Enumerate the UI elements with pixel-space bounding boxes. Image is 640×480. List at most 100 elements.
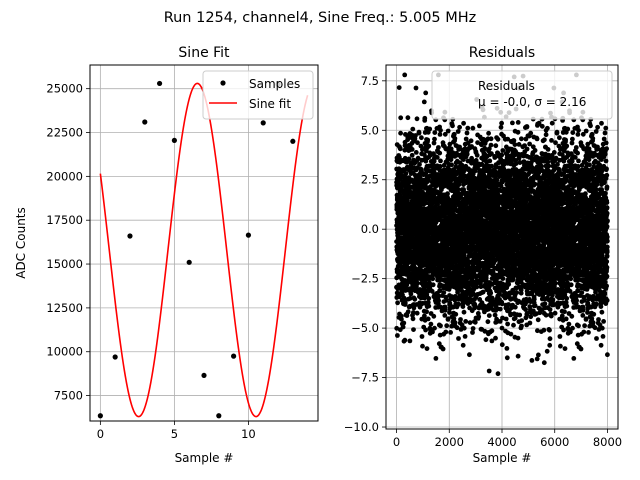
residual-point	[426, 177, 431, 183]
residual-point	[410, 126, 416, 132]
residual-point	[472, 319, 478, 325]
x-tick-label: 4000	[487, 435, 516, 449]
residual-point	[431, 313, 437, 319]
residual-point	[512, 304, 518, 310]
residual-point	[464, 130, 470, 136]
residual-point	[423, 90, 429, 96]
residual-point	[423, 283, 428, 289]
residual-point	[402, 300, 408, 306]
residual-point	[492, 312, 498, 318]
residual-point	[413, 85, 419, 91]
residual-point	[395, 333, 400, 338]
residual-point	[456, 336, 461, 341]
residual-point	[511, 138, 517, 144]
sample-point	[127, 233, 133, 239]
residuals-title: Residuals	[469, 45, 535, 61]
residual-point	[452, 136, 458, 141]
residual-point	[470, 326, 476, 331]
residual-point	[456, 301, 462, 307]
residual-point	[467, 320, 473, 325]
residual-point	[407, 338, 413, 344]
residual-point	[488, 136, 494, 142]
sample-point	[231, 353, 237, 359]
residual-point	[395, 300, 400, 306]
residual-point	[424, 346, 430, 351]
y-tick-label: 12500	[46, 301, 83, 315]
residual-point	[412, 296, 418, 302]
residual-point	[408, 291, 414, 297]
residual-point	[461, 325, 467, 331]
residual-point	[430, 282, 436, 288]
residual-point	[409, 147, 415, 152]
residual-point	[460, 342, 466, 348]
y-tick-label: 20000	[46, 169, 83, 183]
residual-point	[401, 320, 407, 326]
y-tick-label: 7.5	[361, 74, 379, 88]
residual-point	[493, 335, 498, 341]
residual-point	[438, 158, 443, 164]
sample-point	[245, 232, 252, 238]
residual-point	[437, 150, 443, 156]
residual-point	[421, 99, 427, 105]
y-tick-label: −5.0	[351, 321, 379, 335]
residual-point	[431, 140, 437, 146]
residual-point	[397, 146, 403, 152]
residual-point	[440, 346, 446, 352]
residual-point	[461, 120, 466, 126]
residual-point	[405, 115, 411, 121]
residual-point	[518, 287, 524, 293]
residual-point	[432, 325, 437, 331]
residual-point	[415, 280, 420, 286]
y-tick-label: 5.0	[361, 123, 379, 137]
legend-sine-fit-label: Sine fit	[249, 97, 291, 111]
residual-point	[498, 124, 504, 130]
residual-point	[489, 328, 495, 334]
sample-point	[112, 354, 118, 360]
residual-point	[441, 290, 447, 295]
residual-point	[437, 132, 443, 137]
residual-point	[422, 115, 428, 121]
residual-point	[426, 143, 432, 149]
residual-point	[422, 313, 427, 319]
residual-point	[483, 337, 489, 343]
residual-point	[503, 316, 509, 322]
residual-point	[505, 321, 510, 327]
residual-point	[414, 310, 420, 316]
residual-point	[397, 154, 402, 160]
residual-point	[514, 290, 520, 295]
residual-point	[467, 352, 472, 358]
residual-point	[415, 140, 420, 146]
sample-point	[216, 413, 222, 419]
residual-point	[517, 312, 523, 318]
residual-point	[450, 123, 455, 129]
residual-point	[506, 281, 512, 287]
residual-point	[414, 116, 420, 122]
residual-point	[400, 324, 406, 330]
legend-samples-label: Samples	[249, 77, 300, 91]
residual-point	[432, 130, 438, 136]
residual-point	[424, 309, 429, 315]
residual-point	[493, 143, 499, 149]
residual-point	[461, 309, 467, 315]
residual-point	[463, 319, 469, 324]
residual-point	[438, 323, 443, 329]
residual-point	[445, 128, 451, 134]
x-tick-label: 8000	[593, 435, 622, 449]
residual-point	[495, 136, 501, 142]
residual-point	[406, 156, 412, 162]
residual-point	[415, 155, 421, 161]
residual-point	[425, 137, 431, 143]
residual-point	[436, 145, 441, 150]
sample-point	[201, 372, 207, 379]
x-tick-label: 10	[241, 427, 256, 441]
residual-point	[448, 330, 453, 335]
residual-point	[499, 152, 505, 158]
residual-point	[515, 120, 521, 125]
residual-point	[425, 316, 431, 322]
residual-point	[404, 313, 410, 318]
residual-point	[488, 142, 494, 148]
y-tick-label: −7.5	[351, 371, 379, 385]
residual-point	[407, 295, 413, 301]
residual-point	[470, 125, 476, 131]
